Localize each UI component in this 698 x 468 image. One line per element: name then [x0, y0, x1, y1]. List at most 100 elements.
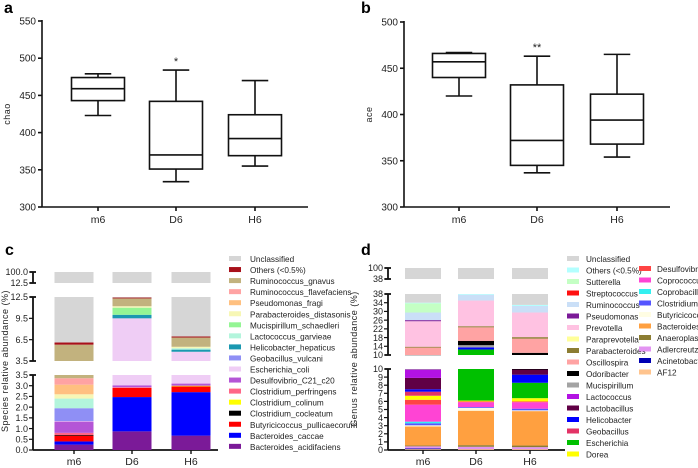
legend-item: Geobacillus_vulcani	[229, 354, 323, 363]
x-tick-label: H6	[248, 214, 262, 226]
bar-m6	[405, 268, 441, 450]
y-tick-label: 550	[19, 17, 36, 28]
bar-segment-odoribacter	[512, 369, 548, 370]
bar-segment-clostridium-perfringens	[54, 432, 94, 435]
legend-swatch	[229, 366, 241, 372]
legend-item: Clostridium	[639, 300, 698, 309]
legend-swatch	[229, 443, 241, 449]
legend-label: Dorea	[586, 451, 609, 460]
bar-segment-af12	[458, 449, 494, 450]
panel-letter: c	[5, 242, 14, 259]
bar-segment-escherichia-coli	[54, 421, 94, 422]
iqr-box	[148, 100, 204, 170]
y-tick-label: 1	[378, 437, 383, 447]
box-m6	[70, 73, 126, 117]
bar-segment-mucispirillum-schaedleri	[112, 307, 152, 315]
bar-segment-prevotella	[458, 300, 494, 327]
bar-segment-clostridium-perfringens	[112, 387, 152, 388]
x-tick-label: m6	[67, 456, 82, 468]
legend-item: AF12	[639, 369, 677, 378]
bar-D6	[112, 272, 152, 450]
bar-segment-coprococcus	[458, 402, 494, 408]
bar-segment-af12	[512, 449, 548, 450]
box-H6	[589, 53, 645, 158]
iqr-box	[227, 113, 283, 157]
legend-swatch	[567, 279, 579, 284]
bar-segment-bacteroides-caccae	[112, 397, 152, 432]
legend-swatch	[229, 388, 241, 394]
box-m6	[431, 51, 487, 97]
bar-segment-bacteroides	[458, 410, 494, 446]
legend-swatch	[229, 278, 241, 284]
bar-segment-desulfovibrio-c21-c20	[171, 383, 211, 386]
legend-item: Clostridium_colinum	[229, 399, 324, 408]
legend-swatch	[639, 346, 651, 352]
y-tick-label: 100.0	[5, 267, 28, 277]
legend-label: Escherichia	[586, 439, 629, 448]
y-tick-label: 2	[378, 429, 383, 439]
y-tick-label: 10	[373, 350, 383, 360]
bar-segment-butyricicoccus-pullicaecorum	[112, 387, 152, 398]
y-tick-label: 3.0	[15, 381, 28, 391]
legend-swatch	[567, 359, 579, 365]
legend-swatch	[567, 417, 579, 422]
bar-segment-desulfovibrio-c21-c20	[54, 421, 94, 433]
y-tick-label: 350	[381, 156, 398, 167]
bar-segment-adlercreutzia	[405, 446, 441, 449]
box-D6	[509, 55, 565, 174]
legend-label: Coprococcus	[657, 277, 698, 286]
y-tick-label: 300	[381, 203, 398, 214]
bar-segment-unclassified	[512, 268, 548, 279]
legend-item: Ruminococcus	[567, 301, 640, 310]
bar-segment-anaeroplasma	[512, 445, 548, 448]
y-tick-label: 2.5	[15, 392, 28, 402]
legend-item: Escherichia_coli	[229, 366, 309, 375]
bar-segment-oscillospira	[458, 327, 494, 341]
legend-item: Desulfovibrio_C21_c20	[229, 377, 335, 386]
bar-segment-lactococcus	[405, 369, 441, 378]
bar-segment-butyricicoccus-pullicaecorum	[171, 386, 211, 393]
bar-segment-unclassified	[171, 272, 211, 283]
x-tick-label: D6	[125, 456, 139, 468]
bar-segment-dorea	[512, 398, 548, 402]
legend-label: Coprobacillus	[657, 288, 698, 297]
bar-segment-ruminococcus	[405, 312, 441, 321]
legend-item: Butyricicoccus	[639, 311, 698, 320]
bar-segment-bacteroides	[512, 411, 548, 446]
y-tick-label: 9.5	[15, 314, 28, 324]
legend-label: Lactobacillus	[586, 405, 633, 414]
bar-m6	[54, 272, 94, 450]
legend-item: Oscillospira	[567, 359, 629, 368]
significance-marker: **	[533, 42, 542, 54]
bar-segment-others-0-5-	[171, 336, 211, 338]
bar-segment-parabacteroides	[512, 337, 548, 339]
legend-swatch	[639, 300, 651, 306]
bar-segment-acinetobacter	[405, 448, 441, 450]
legend-swatch	[567, 348, 579, 353]
bar-segment-escherichia	[458, 349, 494, 355]
legend-swatch	[229, 377, 241, 383]
legend-item: Coprococcus	[639, 277, 698, 286]
legend-label: Butyricicoccus_pullicaecorum	[250, 421, 358, 430]
bar-segment-others-0-5-	[54, 342, 94, 345]
y-tick-label: 34	[373, 298, 383, 308]
legend-label: Pseudomonas	[586, 313, 638, 322]
bar-segment-ruminococcus-gnavus	[54, 375, 94, 379]
y-axis-label: Genus relative abundance (%)	[349, 291, 359, 427]
bar-segment-parabacteroides-distasonis	[171, 346, 211, 349]
x-tick-label: m6	[91, 214, 106, 226]
y-axis-label: ace	[364, 106, 374, 122]
bar-segment-dorea	[458, 400, 494, 402]
bar-segment-desulfovibrio	[512, 401, 548, 403]
legend-label: Helicobacter	[586, 416, 632, 425]
bar-segment-lactococcus-garvieae	[171, 348, 211, 350]
legend-swatch	[229, 344, 241, 350]
legend-swatch	[567, 325, 579, 330]
legend-label: Lactococcus	[586, 393, 632, 402]
legend-swatch	[567, 371, 579, 376]
bar-segment-mucispirillum	[405, 369, 441, 370]
y-tick-label: 450	[381, 64, 398, 75]
iqr-box	[509, 84, 565, 167]
legend-label: Desulfovibrio	[657, 265, 698, 274]
legend-label: Geobacillus	[586, 428, 629, 437]
